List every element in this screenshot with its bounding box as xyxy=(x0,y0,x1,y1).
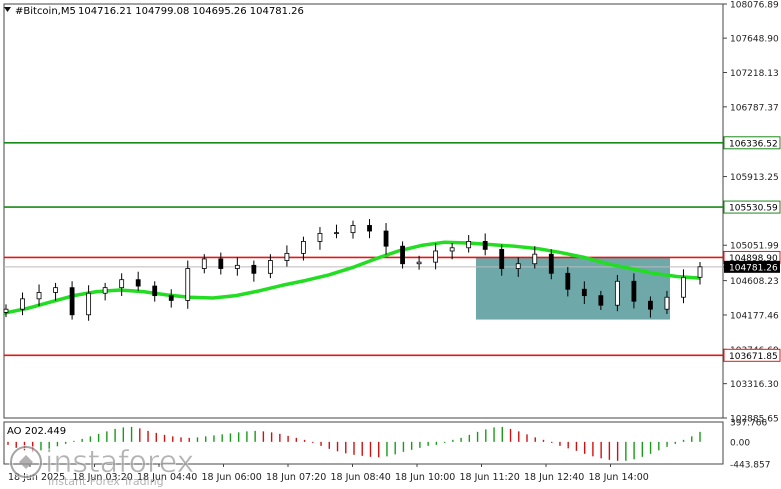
x-tick-label: 18 Jun 11:20 xyxy=(460,472,520,483)
candle-body xyxy=(598,295,604,306)
candle-body xyxy=(185,268,191,301)
candle-body xyxy=(400,245,405,265)
y-tick-label: 104177.46 xyxy=(730,311,779,321)
ao-frame xyxy=(3,421,724,465)
ao-y-tick-label: -443.857 xyxy=(730,461,770,471)
candle-body xyxy=(102,287,108,294)
candle-body xyxy=(581,288,587,297)
dropdown-triangle-icon[interactable] xyxy=(4,7,11,12)
candle-body xyxy=(648,300,653,310)
candle-body xyxy=(334,232,339,235)
candle-body xyxy=(86,292,92,316)
x-tick-label: 18 Jun 14:00 xyxy=(589,472,649,483)
level-price-label: 105530.59 xyxy=(729,204,778,214)
candle-body xyxy=(515,263,521,269)
x-tick-label: 18 Jun 12:40 xyxy=(524,472,584,483)
x-tick-label: 18 Jun 06:00 xyxy=(202,472,262,483)
watermark-brand: instaforex xyxy=(45,445,194,480)
moving-average-line xyxy=(3,240,701,315)
candle-body xyxy=(201,258,207,269)
y-tick-label: 106787.37 xyxy=(730,103,779,113)
x-tick-label: 18 Jun 03:20 xyxy=(73,472,133,483)
candle-body xyxy=(614,280,620,306)
overlay-layer xyxy=(3,141,723,357)
instaforex-logo-icon xyxy=(9,445,43,479)
candle-body xyxy=(383,230,389,247)
ao-title: AO 202.449 xyxy=(7,426,66,437)
candle-body xyxy=(532,253,538,265)
main-frame xyxy=(3,3,724,419)
y-tick-label: 102885.65 xyxy=(730,415,779,425)
candle-body xyxy=(3,308,9,313)
level-price-label: 103671.85 xyxy=(729,352,778,362)
x-tick-label: 18 Jun 08:40 xyxy=(331,472,391,483)
candle-body xyxy=(367,225,372,232)
x-tick-label: 18 Jun 2025 xyxy=(8,472,65,483)
last-price-label: 104781.26 xyxy=(729,263,778,273)
y-tick-label: 105051.99 xyxy=(730,242,779,252)
y-tick-label: 108076.89 xyxy=(730,1,779,11)
candle-body xyxy=(664,296,670,310)
ao-y-tick-label: 397.766 xyxy=(730,419,767,429)
candle-body xyxy=(20,298,25,310)
level-price-tag xyxy=(723,200,781,214)
candle-body xyxy=(53,287,58,293)
watermark-tagline: Instant Forex Trading xyxy=(48,475,164,488)
candle-body xyxy=(168,295,174,301)
ao-y-tick-label: 0.00 xyxy=(730,438,750,448)
y-tick-label: 105913.25 xyxy=(730,173,779,183)
candle-body xyxy=(565,272,571,290)
label-layer: #Bitcoin,M5 104716.21 104799.08 104695.2… xyxy=(4,6,304,437)
candle-body xyxy=(36,292,42,300)
candle-body xyxy=(416,261,422,265)
candle-body xyxy=(119,279,125,289)
candle-body xyxy=(317,233,323,242)
candle-body xyxy=(499,248,505,269)
candle-body xyxy=(251,264,257,274)
ao-value: 202.449 xyxy=(25,426,66,437)
axes-layer: 108076.89 107648.90 107218.13 106787.37 1063… xyxy=(8,1,781,483)
x-tick-label: 18 Jun 10:00 xyxy=(395,472,455,483)
candle-body xyxy=(631,280,637,302)
candle-body xyxy=(350,225,356,234)
support-zone xyxy=(476,257,670,320)
candle-body xyxy=(697,266,703,278)
y-tick-label: 107648.90 xyxy=(730,35,779,45)
candle-body xyxy=(234,264,240,269)
candle-body xyxy=(152,285,158,297)
x-tick-label: 18 Jun 07:20 xyxy=(266,472,326,483)
candle-body xyxy=(482,241,488,250)
ohlc-values: 104716.21 104799.08 104695.26 104781.26 xyxy=(78,6,304,17)
y-tick-label: 103316.30 xyxy=(730,380,779,390)
level-price-label: 104898.90 xyxy=(729,254,778,264)
candle-body xyxy=(218,258,224,269)
main-chart-area[interactable] xyxy=(3,3,724,419)
x-tick-label: 18 Jun 04:40 xyxy=(137,472,197,483)
level-price-tag xyxy=(723,348,781,362)
candle-body xyxy=(267,260,273,274)
candle-body xyxy=(449,247,455,252)
last-price-tag xyxy=(724,260,780,273)
candle-body xyxy=(69,287,75,316)
candle-body xyxy=(433,250,439,263)
candle-body xyxy=(301,241,306,254)
level-price-label: 106336.52 xyxy=(729,139,778,149)
y-tick-label: 107218.13 xyxy=(730,69,779,79)
symbol-label: #Bitcoin,M5 xyxy=(15,6,76,17)
candle-body xyxy=(284,252,290,261)
instaforex-watermark: instaforex Instant Forex Trading xyxy=(9,445,195,488)
candle-body xyxy=(466,241,472,249)
candle-body xyxy=(548,253,554,274)
candle-body xyxy=(135,279,141,287)
candle-body xyxy=(681,276,686,298)
level-price-tag xyxy=(723,136,781,150)
y-tick-label: 104608.23 xyxy=(730,277,779,287)
